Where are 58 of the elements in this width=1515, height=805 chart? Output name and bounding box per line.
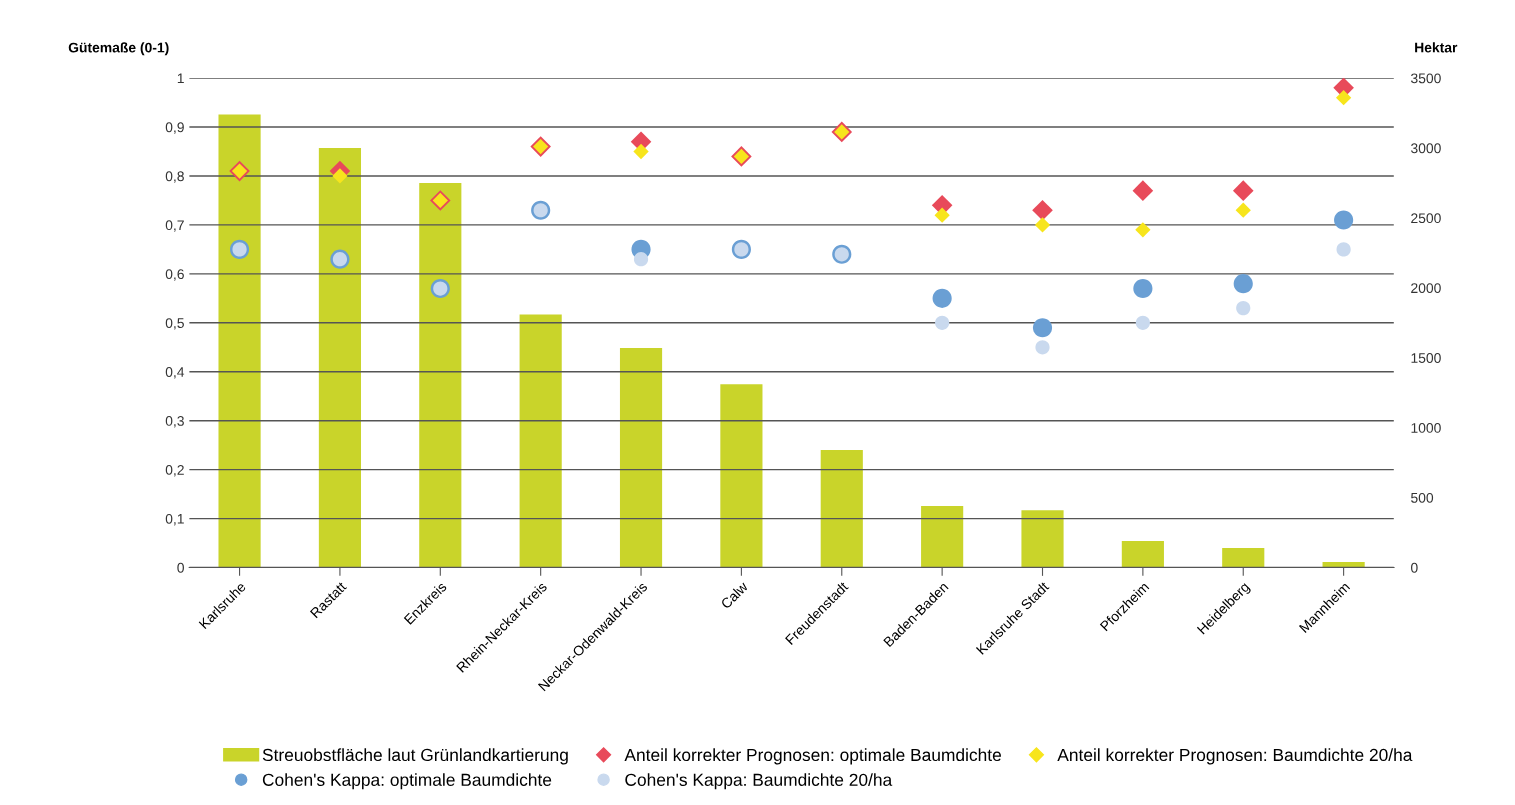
point [633,252,649,267]
y2-tick-label: 2500 [1411,213,1441,224]
y-tick-label: 1 [177,73,184,84]
y2-tick-label: 500 [1411,492,1434,503]
point [1232,180,1254,201]
bar [921,506,964,568]
y-tick-label: 0,4 [165,367,185,379]
y-tick-label: 0,9 [165,122,184,134]
bar [318,148,362,568]
y2-tick-label: 0 [1411,562,1418,573]
point [1233,274,1253,294]
point [1032,199,1053,221]
point [1035,340,1050,355]
point [1032,318,1053,338]
y-tick-label: 0,7 [165,220,184,232]
point [1135,222,1151,238]
y2-tick-label: 3000 [1411,143,1441,154]
bar [1222,547,1265,568]
legend-label: Anteil korrekter Prognosen: optimale Baumdichte [624,748,1001,765]
y-tick-label: 0,5 [165,318,184,330]
bar [619,347,663,568]
y2-axis-title: Hektar [1415,42,1458,53]
point [1336,242,1351,257]
bar [218,114,261,568]
y-tick-label: 0,8 [165,171,184,183]
point [934,207,950,223]
point [935,315,950,330]
legend-label: Anteil korrekter Prognosen: Baumdichte 20/ha [1057,748,1413,765]
point [332,168,348,184]
point [1133,278,1153,299]
point [1034,217,1051,233]
legend-label: Streuobstfläche laut Grünlandkartierung [262,748,568,765]
legend-label: Cohen's Kappa: optimale Baumdichte [262,773,552,790]
bar [519,314,562,568]
y-axis-title: Gütemaße (0-1) [68,42,169,56]
point [1236,301,1251,316]
y-tick-label: 0,2 [165,464,184,477]
point [1135,315,1150,330]
bar [820,450,863,568]
bar [1021,510,1064,568]
y-tick-label: 0 [177,562,184,573]
bar [419,182,462,568]
y-tick-label: 0,6 [165,269,184,281]
point [1235,202,1251,218]
point [633,143,649,160]
y-tick-label: 0,1 [165,513,184,526]
y2-tick-label: 1000 [1411,423,1441,433]
y2-tick-label: 3500 [1411,73,1441,84]
bar [720,384,763,568]
legend-label: Cohen's Kappa: Baumdichte 20/ha [625,773,893,790]
y2-tick-label: 2000 [1411,283,1441,294]
point [1334,210,1354,230]
y2-tick-label: 1500 [1411,353,1441,363]
bar [1121,540,1164,568]
y-tick-label: 0,3 [165,416,184,428]
point [1335,90,1352,106]
point [932,288,952,308]
point [1132,180,1154,201]
